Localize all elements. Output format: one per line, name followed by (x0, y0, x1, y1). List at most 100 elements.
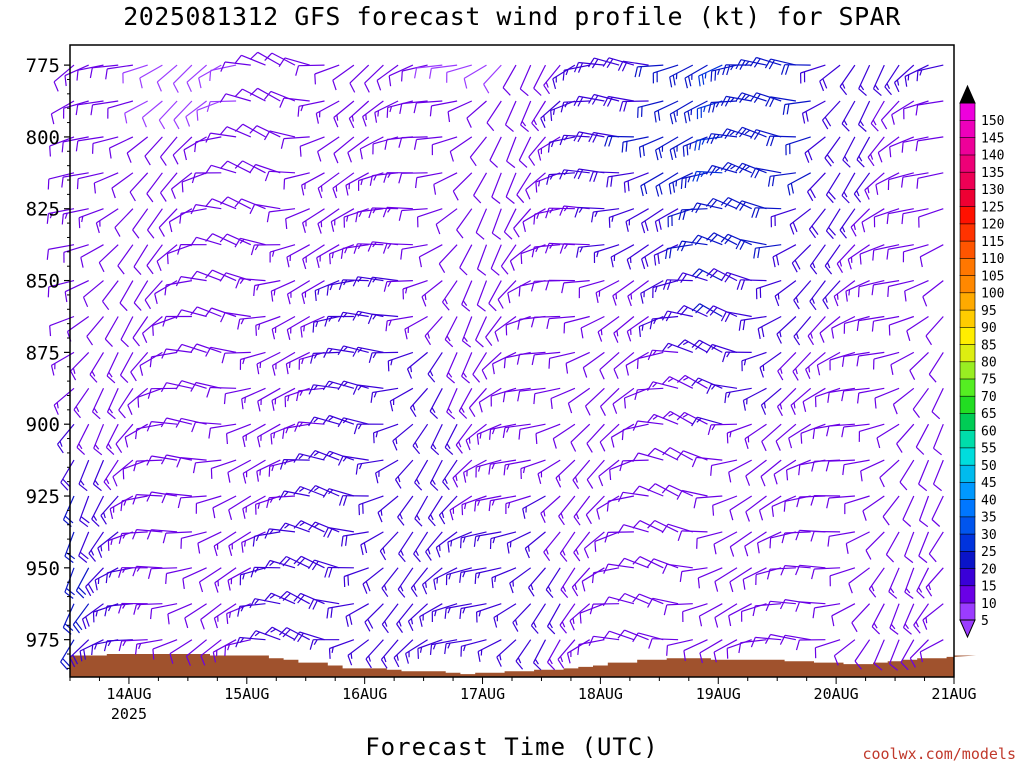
barb-feather (715, 134, 720, 140)
barb-feather (704, 72, 707, 79)
wind-barb (776, 316, 797, 344)
barb-feather (647, 598, 654, 608)
barb-staff (593, 635, 620, 641)
wind-barb (409, 387, 429, 418)
barb-staff (899, 459, 915, 483)
credit-link[interactable]: coolwx.com/models (862, 745, 1016, 763)
barb-staff (839, 64, 856, 87)
barb-feather (839, 260, 843, 267)
barb-feather (241, 542, 244, 553)
barb-feather (413, 553, 421, 563)
barb-feather (91, 644, 94, 656)
wind-barb (172, 64, 193, 93)
barb-feather (286, 256, 290, 268)
barb-staff (639, 520, 664, 533)
wind-barb (543, 64, 561, 95)
barb-feather (538, 180, 541, 187)
wind-barb (647, 447, 679, 461)
barb-feather (744, 438, 749, 449)
colorbar-swatch (959, 516, 976, 535)
barb-feather (530, 317, 535, 328)
barb-staff (713, 305, 738, 318)
barb-staff (543, 531, 561, 553)
colorbar-swatch (959, 464, 976, 483)
barb-staff (819, 64, 841, 82)
barb-feather (806, 191, 814, 202)
wind-barb (722, 351, 752, 363)
wind-barb (220, 312, 251, 323)
barb-feather (490, 268, 500, 276)
barb-feather (381, 587, 389, 598)
wind-barb (431, 136, 458, 156)
barb-staff (416, 64, 443, 69)
barb-feather (380, 509, 383, 516)
barb-staff (455, 423, 473, 446)
barb-staff (364, 603, 384, 623)
barb-feather (807, 150, 813, 161)
barb-staff (540, 100, 561, 119)
barb-feather (254, 631, 260, 637)
barb-staff (468, 387, 487, 409)
barb-feather (800, 433, 803, 444)
barb-staff (79, 495, 90, 521)
barb-staff (210, 346, 237, 353)
wind-barb (519, 64, 532, 97)
barb-feather (665, 311, 672, 322)
wind-barb (720, 233, 752, 246)
barb-feather (166, 253, 169, 265)
barb-staff (915, 423, 930, 448)
barb-feather (106, 375, 116, 384)
barb-feather (916, 178, 919, 189)
barb-staff (314, 280, 340, 292)
barb-staff (431, 100, 458, 107)
barb-staff (300, 592, 325, 605)
barb-feather (483, 83, 490, 94)
barb-feather (851, 622, 858, 633)
barb-staff (922, 280, 944, 298)
colorbar-label: 5 (981, 614, 989, 629)
wind-barb (563, 315, 590, 334)
wind-barb (533, 387, 561, 405)
barb-feather (769, 537, 772, 549)
barb-feather (853, 193, 862, 203)
barb-staff (313, 384, 340, 389)
barb-feather (617, 593, 626, 602)
barb-staff (410, 567, 429, 589)
barb-staff (372, 313, 399, 318)
wind-barb (753, 244, 782, 259)
barb-staff (481, 351, 502, 371)
barb-feather (268, 466, 271, 477)
barb-staff (283, 459, 310, 461)
wind-barb (433, 567, 458, 590)
barb-feather (120, 374, 129, 384)
wind-barb (856, 136, 871, 168)
barb-staff (608, 95, 635, 102)
barb-feather (676, 240, 683, 251)
barb-feather (124, 437, 129, 448)
barb-staff (269, 130, 296, 138)
barb-feather (612, 295, 617, 306)
wind-barb (119, 280, 134, 312)
barb-feather (915, 621, 919, 628)
barb-feather (680, 306, 688, 316)
wind-barb (255, 315, 281, 336)
barb-feather (213, 545, 218, 557)
barb-staff (831, 315, 856, 329)
wind-barb (337, 380, 369, 391)
barb-feather (463, 336, 468, 342)
wind-barb (728, 603, 752, 627)
barb-staff (888, 280, 914, 288)
barb-feather (845, 543, 849, 554)
barb-feather (468, 437, 471, 444)
barb-staff (742, 567, 767, 580)
barb-staff (317, 208, 340, 225)
barb-feather (444, 339, 454, 348)
barb-staff (92, 136, 119, 144)
barb-staff (115, 423, 134, 445)
barb-feather (146, 491, 152, 502)
barb-feather (85, 616, 90, 627)
wind-barb (520, 459, 546, 480)
wind-barb (591, 208, 620, 223)
barb-staff (446, 603, 472, 609)
barb-feather (478, 402, 483, 413)
